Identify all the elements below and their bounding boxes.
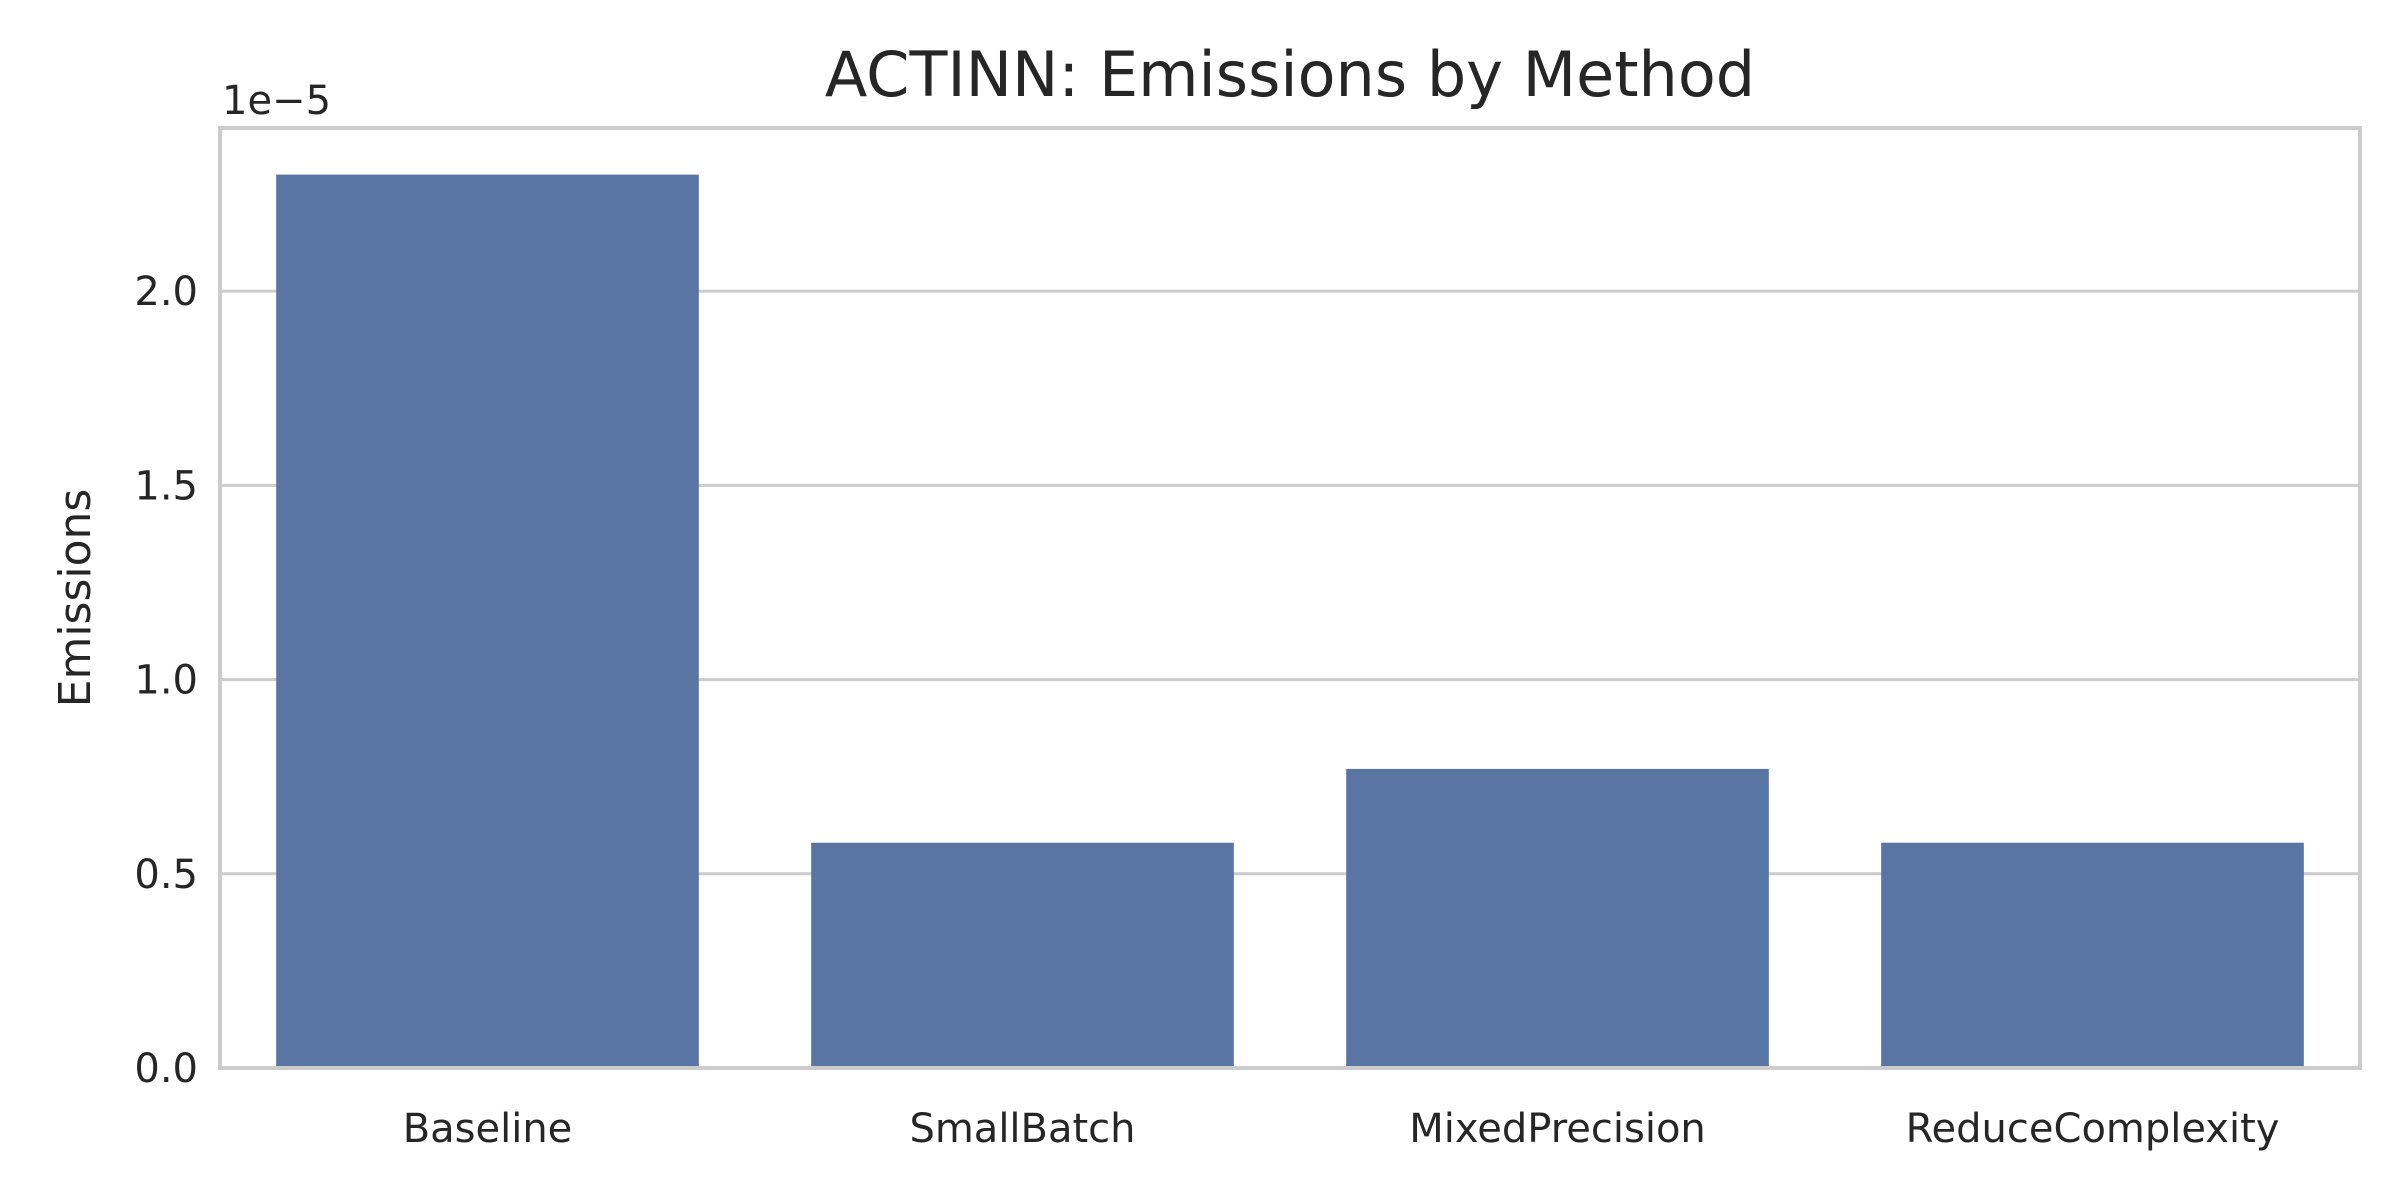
y-tick-label: 0.5 <box>134 852 198 898</box>
y-tick-label: 2.0 <box>134 269 198 315</box>
bar-baseline <box>276 174 699 1068</box>
y-tick-label: 1.5 <box>134 463 198 509</box>
y-tick-labels: 0.0 0.5 1.0 1.5 2.0 <box>134 269 198 1092</box>
x-tick-label: MixedPrecision <box>1409 1106 1706 1152</box>
y-tick-label: 1.0 <box>134 658 198 704</box>
x-tick-label: ReduceComplexity <box>1906 1106 2280 1152</box>
bars <box>276 174 2304 1068</box>
bar-reducecomplexity <box>1881 842 2304 1068</box>
bar-mixedprecision <box>1346 768 1769 1068</box>
chart-title: ACTINN: Emissions by Method <box>825 38 1755 111</box>
y-axis-offset-label: 1e−5 <box>222 78 331 124</box>
x-tick-label: SmallBatch <box>909 1106 1135 1152</box>
plot-frame <box>218 126 2362 1070</box>
y-tick-label: 0.0 <box>134 1046 198 1092</box>
bar-smallbatch <box>811 842 1234 1068</box>
x-tick-label: Baseline <box>403 1106 573 1152</box>
y-axis-label: Emissions <box>50 489 101 708</box>
x-tick-labels: Baseline SmallBatch MixedPrecision ReduceCo… <box>403 1106 2280 1152</box>
